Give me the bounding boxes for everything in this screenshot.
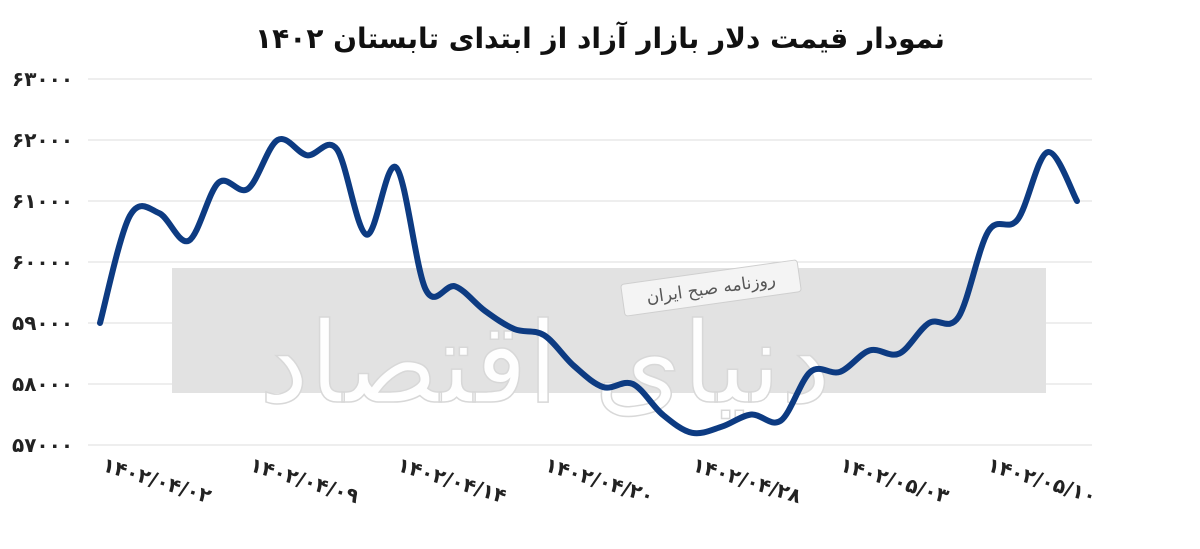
y-tick-label: ۶۱۰۰۰ [12, 189, 73, 213]
x-tick-label: ۱۴۰۲/۰۴/۱۴ [395, 452, 509, 508]
x-tick-label: ۱۴۰۲/۰۵/۱۰ [985, 452, 1099, 508]
watermark-logo-text: دنیای اقتصاد [259, 299, 831, 429]
chart-title: نمودار قیمت دلار بازار آزاد از ابتدای تا… [255, 22, 945, 55]
x-tick-label: ۱۴۰۲/۰۴/۰۹ [247, 452, 361, 508]
x-axis: ۱۴۰۲/۰۴/۰۲ ۱۴۰۲/۰۴/۰۹ ۱۴۰۲/۰۴/۱۴ ۱۴۰۲/۰۴/۲۰… [100, 452, 1099, 508]
price-series-line [97, 136, 1080, 437]
y-tick-label: ۵۷۰۰۰ [12, 433, 73, 457]
x-tick-label: ۱۴۰۲/۰۴/۲۰ [542, 452, 656, 508]
y-tick-label: ۶۰۰۰۰ [12, 250, 73, 274]
x-tick-label: ۱۴۰۲/۰۴/۲۸ [690, 452, 804, 508]
y-tick-label: ۵۸۰۰۰ [12, 372, 73, 396]
series-group [97, 136, 1080, 437]
x-tick-label: ۱۴۰۲/۰۵/۰۳ [837, 452, 951, 508]
y-tick-label: ۶۲۰۰۰ [12, 128, 73, 152]
watermark: دنیای اقتصاد روزنامه صبح ایران [172, 259, 1046, 430]
watermark-badge [620, 259, 802, 317]
y-axis: ۶۳۰۰۰ ۶۲۰۰۰ ۶۱۰۰۰ ۶۰۰۰۰ ۵۹۰۰۰ ۵۸۰۰۰ ۵۷۰۰۰ [12, 67, 73, 457]
y-tick-label: ۶۳۰۰۰ [12, 67, 73, 91]
x-tick-label: ۱۴۰۲/۰۴/۰۲ [100, 452, 214, 508]
y-tick-label: ۵۹۰۰۰ [12, 311, 73, 335]
watermark-band [172, 268, 1046, 393]
